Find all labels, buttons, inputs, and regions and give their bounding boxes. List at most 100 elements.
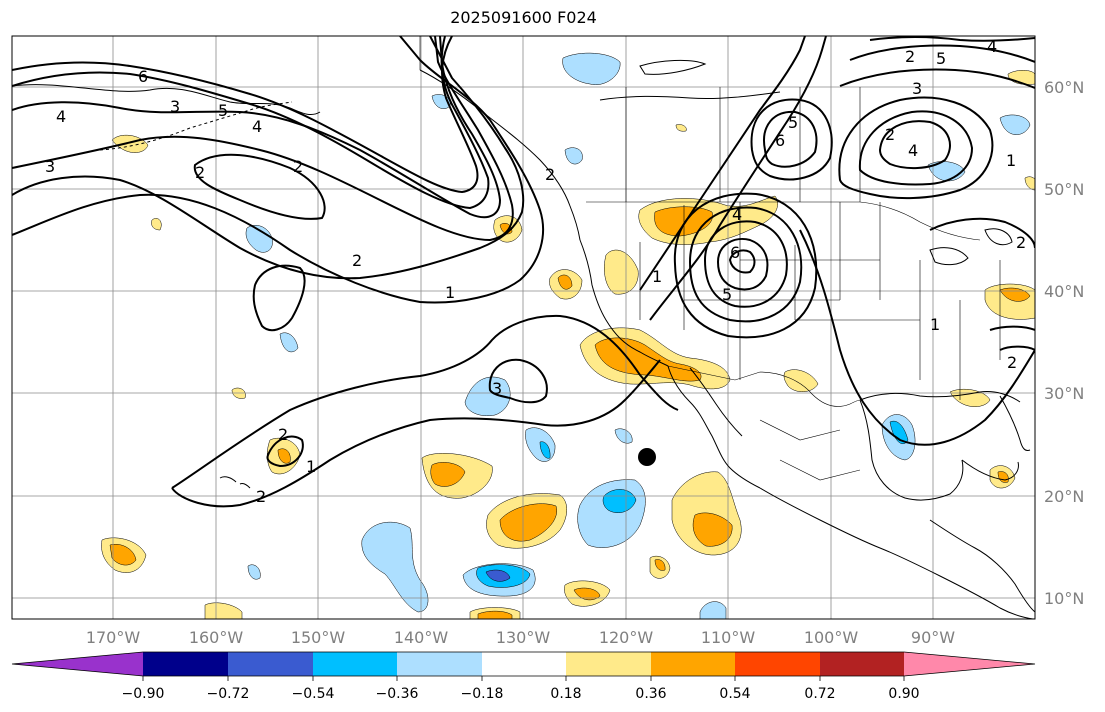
colorbar-tick-label: 0.36: [635, 686, 666, 702]
lon-label: 100°W: [804, 628, 859, 647]
colorbar-swatch: [566, 652, 651, 676]
contour-label: 2: [278, 425, 288, 444]
shade-yellow: [675, 124, 687, 132]
colorbar-tick-label: 0.72: [804, 686, 835, 702]
contour-low-rockies-4: [716, 238, 769, 291]
contour-center-west: [193, 153, 326, 220]
shade-light-blue: [361, 521, 429, 613]
map-title: 2025091600 F024: [450, 8, 597, 27]
contour-line-1-north: [12, 36, 544, 304]
contour-label: 4: [252, 117, 262, 136]
aleutian-chain: [99, 101, 293, 151]
colorbar-swatch: [313, 652, 397, 676]
contour-ridge-east-2: [750, 98, 833, 181]
shade-light-blue: [247, 564, 261, 580]
colorbar: −0.90 −0.72 −0.54 −0.36 −0.18 0.18 0.36 …: [11, 651, 1036, 702]
contour-east-2: [929, 217, 1035, 249]
contour-label: 2: [545, 165, 555, 184]
contour-label: 6: [138, 67, 148, 86]
colorbar-swatch: [482, 652, 566, 676]
colorbar-swatch: [904, 652, 1035, 676]
shaded-fields: [101, 52, 1035, 619]
us-mexico-border: [667, 365, 861, 407]
state-lines: [639, 202, 1001, 400]
contour-label: 4: [987, 37, 997, 56]
contour-label: 2: [905, 47, 915, 66]
coast-canada-north: [599, 91, 781, 101]
contour-ne-4: [849, 44, 1035, 63]
great-lakes: [929, 228, 1013, 266]
shade-orange: [654, 559, 666, 571]
map-frame: [11, 35, 1036, 620]
shade-light-blue: [614, 428, 633, 444]
shade-orange: [109, 544, 137, 566]
lat-label: 60°N: [1044, 78, 1084, 97]
pacific-coast: [579, 239, 669, 367]
colorbar-tick-label: −0.36: [376, 686, 419, 702]
contour-ne-1: [838, 96, 994, 200]
shade-light-blue: [999, 114, 1031, 135]
contour-line-1: [171, 314, 679, 489]
lon-label: 110°W: [701, 628, 756, 647]
shade-light-blue: [279, 332, 299, 353]
lon-label: 130°W: [496, 628, 551, 647]
baja-peninsula: [667, 365, 761, 489]
shade-yellow: [151, 218, 162, 231]
lon-label: 140°W: [394, 628, 449, 647]
shade-light-blue: [562, 52, 621, 85]
contour-label: 1: [930, 315, 940, 334]
contour-line-6-north: [12, 36, 479, 194]
shade-orange: [277, 448, 291, 464]
latitude-labels: 60°N 50°N 40°N 30°N 20°N 10°N: [1044, 78, 1084, 608]
contour-label: 6: [775, 131, 785, 150]
shade-orange: [654, 206, 713, 237]
shade-orange: [692, 512, 733, 547]
lon-label: 90°W: [911, 628, 955, 647]
colorbar-tick-label: 0.18: [550, 686, 581, 702]
contours: [12, 36, 1035, 508]
contour-label: 2: [885, 125, 895, 144]
shade-orange: [430, 462, 466, 487]
contour-labels: 6 3 4 3 5 4 2 2 2 1 3 2 2 1 2 6 5 2 5 4 …: [45, 37, 1026, 506]
lon-label: 150°W: [291, 628, 346, 647]
contour-low-rockies-1: [703, 220, 788, 308]
coastlines: [12, 59, 1035, 619]
contour-ne-3: [878, 120, 951, 170]
contour-ne-6: [869, 36, 1035, 42]
contour-east-1: [799, 229, 1035, 446]
yucatan: [961, 459, 1019, 481]
contour-label: 6: [730, 243, 740, 262]
colorbar-tick-label: −0.90: [122, 686, 165, 702]
lat-label: 40°N: [1044, 282, 1084, 301]
mexico-coast: [759, 487, 1035, 619]
shade-orange: [477, 610, 513, 619]
contour-line-1b: [171, 359, 661, 508]
contour-line-5-north: [12, 36, 490, 210]
lon-label: 170°W: [86, 628, 141, 647]
contour-label: 4: [732, 205, 742, 224]
gulf-california: [689, 367, 743, 437]
colorbar-tick-label: −0.54: [292, 686, 335, 702]
contour-label: 5: [722, 285, 732, 304]
contour-label: 2: [293, 157, 303, 176]
colorbar-swatch: [651, 652, 735, 676]
longitude-labels: 170°W 160°W 150°W 140°W 130°W 120°W 110°…: [86, 628, 955, 647]
contour-label: 2: [352, 251, 362, 270]
borders: [419, 36, 1001, 481]
shade-orange: [573, 587, 601, 601]
shade-light-blue: [245, 225, 273, 253]
contour-low-rockies-3: [673, 192, 818, 339]
contour-label: 1: [445, 283, 455, 302]
shade-medium-blue: [485, 569, 511, 582]
contour-trough-east: [639, 36, 806, 291]
graticule: [12, 36, 1035, 619]
gulf-alaska-coast: [419, 69, 581, 241]
colorbar-tick-label: 0.90: [888, 686, 919, 702]
alaska-coast: [12, 84, 321, 115]
shade-orange: [499, 503, 558, 542]
lon-label: 160°W: [189, 628, 244, 647]
gulf-coast-us: [859, 391, 1021, 403]
contour-label: 2: [1016, 233, 1026, 252]
shade-light-blue: [699, 601, 727, 619]
